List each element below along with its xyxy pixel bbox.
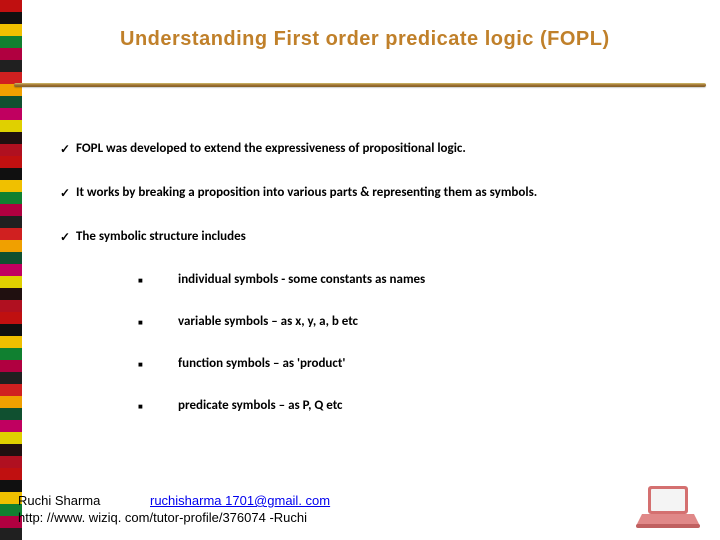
deco-segment bbox=[0, 408, 22, 420]
title-separator bbox=[14, 83, 706, 87]
deco-segment bbox=[0, 48, 22, 60]
deco-segment bbox=[0, 240, 22, 252]
bullet-text: It works by breaking a proposition into … bbox=[76, 184, 537, 202]
bullet-text: The symbolic structure includes bbox=[76, 228, 246, 246]
deco-segment bbox=[0, 300, 22, 312]
deco-segment bbox=[0, 132, 22, 144]
deco-segment bbox=[0, 468, 22, 480]
deco-segment bbox=[0, 336, 22, 348]
deco-segment bbox=[0, 288, 22, 300]
bullet-item: ✓ FOPL was developed to extend the expre… bbox=[60, 140, 680, 158]
deco-segment bbox=[0, 12, 22, 24]
deco-segment bbox=[0, 180, 22, 192]
deco-segment bbox=[0, 456, 22, 468]
deco-segment bbox=[0, 372, 22, 384]
square-bullet-icon: ■ bbox=[138, 314, 178, 332]
sub-bullet-text: function symbols – as 'product' bbox=[178, 356, 345, 371]
sub-bullet-list: ■ individual symbols - some constants as… bbox=[138, 272, 680, 416]
deco-segment bbox=[0, 396, 22, 408]
footer-url: http: //www. wiziq. com/tutor-profile/37… bbox=[18, 509, 330, 526]
laptop-icon bbox=[636, 482, 706, 532]
deco-segment bbox=[0, 528, 22, 540]
bullet-list: ✓ FOPL was developed to extend the expre… bbox=[60, 140, 680, 440]
bullet-item: ✓ It works by breaking a proposition int… bbox=[60, 184, 680, 202]
deco-segment bbox=[0, 156, 22, 168]
deco-segment bbox=[0, 96, 22, 108]
footer-author: Ruchi Sharma bbox=[18, 493, 146, 508]
square-bullet-icon: ■ bbox=[138, 272, 178, 290]
deco-segment bbox=[0, 348, 22, 360]
deco-segment bbox=[0, 168, 22, 180]
deco-segment bbox=[0, 252, 22, 264]
deco-segment bbox=[0, 0, 22, 12]
deco-segment bbox=[0, 444, 22, 456]
bullet-item: ✓ The symbolic structure includes bbox=[60, 228, 680, 246]
deco-segment bbox=[0, 324, 22, 336]
deco-segment bbox=[0, 24, 22, 36]
slide-title: Understanding First order predicate logi… bbox=[120, 28, 610, 51]
deco-segment bbox=[0, 228, 22, 240]
deco-segment bbox=[0, 420, 22, 432]
square-bullet-icon: ■ bbox=[138, 398, 178, 416]
sub-bullet-item: ■ predicate symbols – as P, Q etc bbox=[138, 398, 680, 416]
footer-email-link[interactable]: ruchisharma 1701@gmail. com bbox=[150, 493, 330, 508]
deco-segment bbox=[0, 432, 22, 444]
deco-segment bbox=[0, 276, 22, 288]
checkmark-icon: ✓ bbox=[60, 140, 76, 158]
deco-segment bbox=[0, 144, 22, 156]
deco-segment bbox=[0, 120, 22, 132]
sub-bullet-text: variable symbols – as x, y, a, b etc bbox=[178, 314, 358, 329]
left-decoration-strip bbox=[0, 0, 22, 540]
checkmark-icon: ✓ bbox=[60, 184, 76, 202]
bullet-text: FOPL was developed to extend the express… bbox=[76, 140, 466, 158]
footer: Ruchi Sharma ruchisharma 1701@gmail. com… bbox=[18, 492, 330, 526]
sub-bullet-item: ■ function symbols – as 'product' bbox=[138, 356, 680, 374]
sub-bullet-text: predicate symbols – as P, Q etc bbox=[178, 398, 343, 413]
deco-segment bbox=[0, 36, 22, 48]
deco-segment bbox=[0, 360, 22, 372]
deco-segment bbox=[0, 216, 22, 228]
deco-segment bbox=[0, 108, 22, 120]
deco-segment bbox=[0, 60, 22, 72]
slide: Understanding First order predicate logi… bbox=[0, 0, 720, 540]
deco-segment bbox=[0, 480, 22, 492]
sub-bullet-item: ■ variable symbols – as x, y, a, b etc bbox=[138, 314, 680, 332]
checkmark-icon: ✓ bbox=[60, 228, 76, 246]
deco-segment bbox=[0, 312, 22, 324]
sub-bullet-text: individual symbols - some constants as n… bbox=[178, 272, 425, 287]
square-bullet-icon: ■ bbox=[138, 356, 178, 374]
deco-segment bbox=[0, 384, 22, 396]
deco-segment bbox=[0, 264, 22, 276]
sub-bullet-item: ■ individual symbols - some constants as… bbox=[138, 272, 680, 290]
deco-segment bbox=[0, 204, 22, 216]
deco-segment bbox=[0, 192, 22, 204]
